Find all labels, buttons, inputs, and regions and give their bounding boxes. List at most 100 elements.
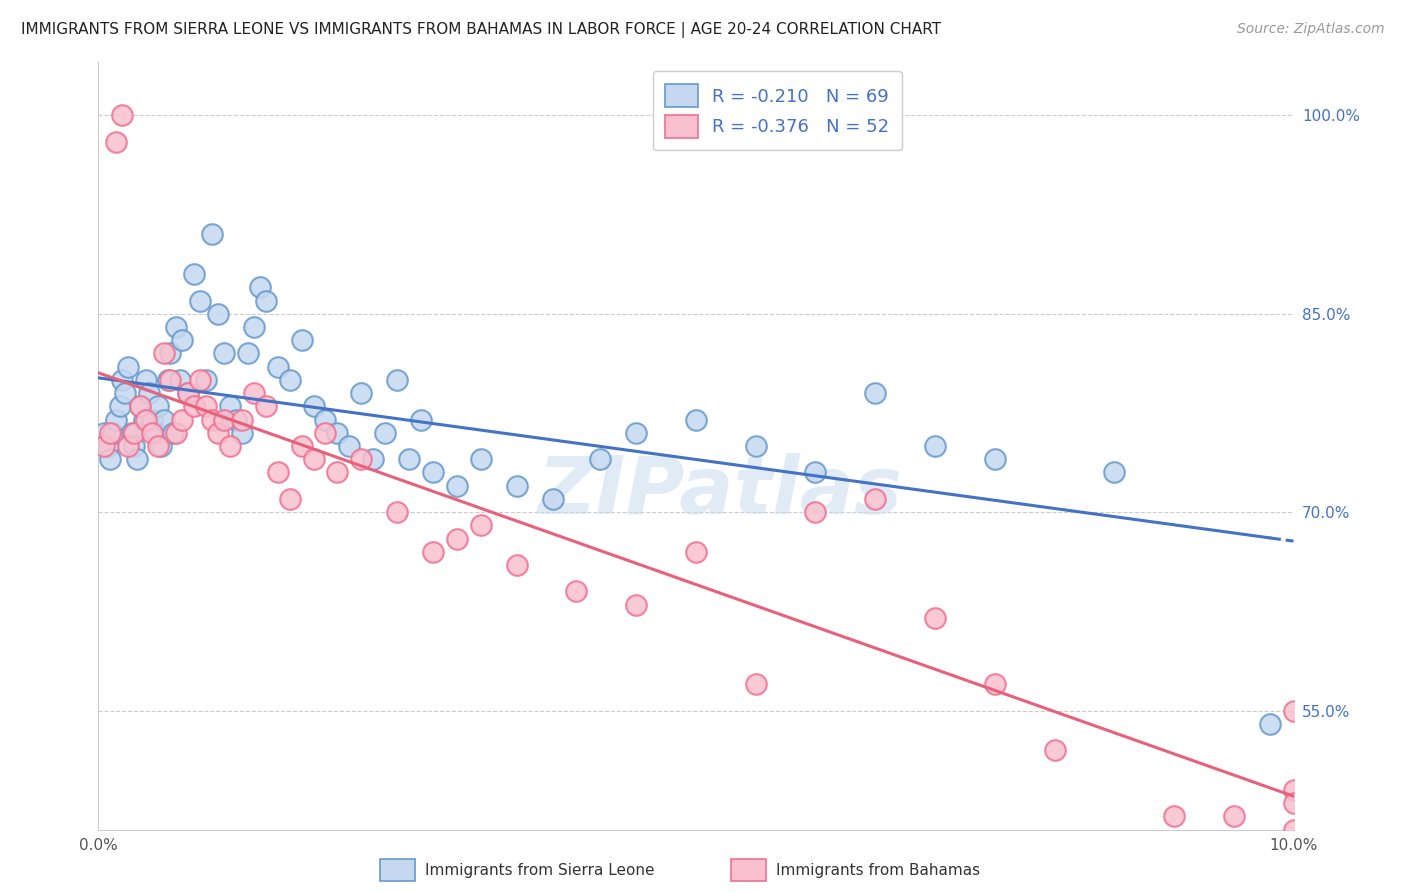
Point (165, 425, 187, 440)
Point (865, 386, 887, 401)
Point (231, 412, 253, 426)
Point (188, 373, 211, 387)
Point (135, 373, 157, 387)
Point (177, 386, 200, 401)
Point (411, 412, 433, 426)
Point (385, 505, 409, 519)
Point (135, 412, 157, 426)
Point (804, 505, 827, 519)
Point (565, 584, 588, 599)
Point (195, 373, 218, 387)
Point (93, 425, 115, 440)
Text: ZIPatlas: ZIPatlas (537, 453, 903, 531)
Point (398, 452, 420, 467)
Point (506, 558, 529, 572)
Point (350, 452, 373, 467)
Point (446, 532, 468, 546)
Point (125, 452, 148, 467)
Point (626, 425, 648, 440)
Point (207, 307, 229, 321)
Point (422, 466, 444, 480)
Point (129, 400, 152, 414)
Point (254, 293, 277, 308)
Point (1282, 704, 1305, 718)
Point (1282, 796, 1305, 810)
Point (984, 677, 1007, 691)
Point (132, 412, 155, 426)
Point (1282, 822, 1305, 837)
Point (339, 439, 361, 453)
Point (1104, 466, 1126, 480)
Point (1043, 743, 1066, 757)
Point (267, 466, 290, 480)
Point (148, 400, 170, 414)
Point (177, 386, 200, 401)
Point (183, 267, 205, 281)
Point (114, 386, 136, 401)
Point (172, 333, 194, 347)
Point (302, 452, 325, 467)
Legend: R = -0.210   N = 69, R = -0.376   N = 52: R = -0.210 N = 69, R = -0.376 N = 52 (652, 71, 903, 151)
Text: IMMIGRANTS FROM SIERRA LEONE VS IMMIGRANTS FROM BAHAMAS IN LABOR FORCE | AGE 20-: IMMIGRANTS FROM SIERRA LEONE VS IMMIGRAN… (21, 22, 941, 38)
Point (278, 491, 301, 506)
Point (162, 425, 184, 440)
Point (685, 412, 707, 426)
Text: Source: ZipAtlas.com: Source: ZipAtlas.com (1237, 22, 1385, 37)
Point (188, 293, 211, 308)
Point (159, 373, 181, 387)
Point (156, 373, 179, 387)
Point (1163, 809, 1185, 823)
Point (124, 439, 146, 453)
Point (243, 386, 266, 401)
Point (589, 452, 612, 467)
Point (1223, 809, 1246, 823)
Point (98, 452, 122, 467)
Point (97, 439, 120, 453)
Point (165, 320, 187, 334)
Point (470, 518, 492, 533)
Point (98, 425, 122, 440)
Point (506, 478, 529, 492)
Point (626, 598, 648, 612)
Point (212, 346, 235, 360)
Point (141, 412, 163, 426)
Point (249, 280, 271, 294)
Point (326, 425, 349, 440)
Point (243, 320, 266, 334)
Point (363, 452, 385, 467)
Point (315, 425, 337, 440)
Point (254, 400, 277, 414)
Point (183, 400, 205, 414)
Point (326, 466, 349, 480)
Point (148, 439, 170, 453)
Point (108, 400, 131, 414)
Point (302, 400, 325, 414)
Point (149, 439, 172, 453)
Point (470, 452, 492, 467)
Point (105, 412, 128, 426)
Point (111, 108, 134, 122)
Point (924, 439, 946, 453)
Point (129, 400, 152, 414)
Point (145, 425, 167, 440)
Point (374, 425, 396, 440)
Point (153, 412, 176, 426)
Point (291, 333, 314, 347)
Point (315, 412, 337, 426)
Point (169, 373, 191, 387)
Point (745, 439, 768, 453)
Point (101, 425, 124, 440)
Text: Immigrants from Sierra Leone: Immigrants from Sierra Leone (425, 863, 654, 878)
Point (541, 491, 564, 506)
Point (121, 425, 143, 440)
Point (195, 400, 218, 414)
Point (117, 439, 139, 453)
Point (201, 227, 224, 242)
Point (350, 386, 373, 401)
Point (446, 478, 468, 492)
Point (153, 346, 176, 360)
Point (93, 439, 115, 453)
Point (236, 346, 259, 360)
Point (685, 545, 707, 559)
Point (225, 412, 247, 426)
